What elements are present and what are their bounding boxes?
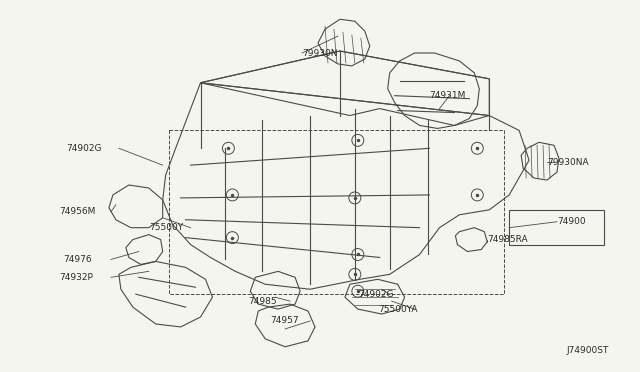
Text: 75500YA: 75500YA	[378, 305, 417, 314]
Text: 74957: 74957	[270, 317, 299, 326]
Bar	[509, 210, 604, 244]
Text: 74902G: 74902G	[66, 144, 102, 153]
Text: 79930NA: 79930NA	[547, 158, 589, 167]
Text: 74985RA: 74985RA	[487, 235, 528, 244]
Text: 79930N: 79930N	[302, 48, 337, 58]
Text: 74900: 74900	[557, 217, 586, 226]
Text: 75500Y: 75500Y	[148, 223, 183, 232]
Text: 74931M: 74931M	[429, 91, 466, 100]
Text: J74900ST: J74900ST	[567, 346, 609, 355]
Text: 74985: 74985	[248, 296, 277, 306]
Text: 74976: 74976	[63, 255, 92, 264]
Text: 74902G: 74902G	[358, 290, 394, 299]
Text: 74956M: 74956M	[59, 207, 95, 216]
Text: 74932P: 74932P	[59, 273, 93, 282]
